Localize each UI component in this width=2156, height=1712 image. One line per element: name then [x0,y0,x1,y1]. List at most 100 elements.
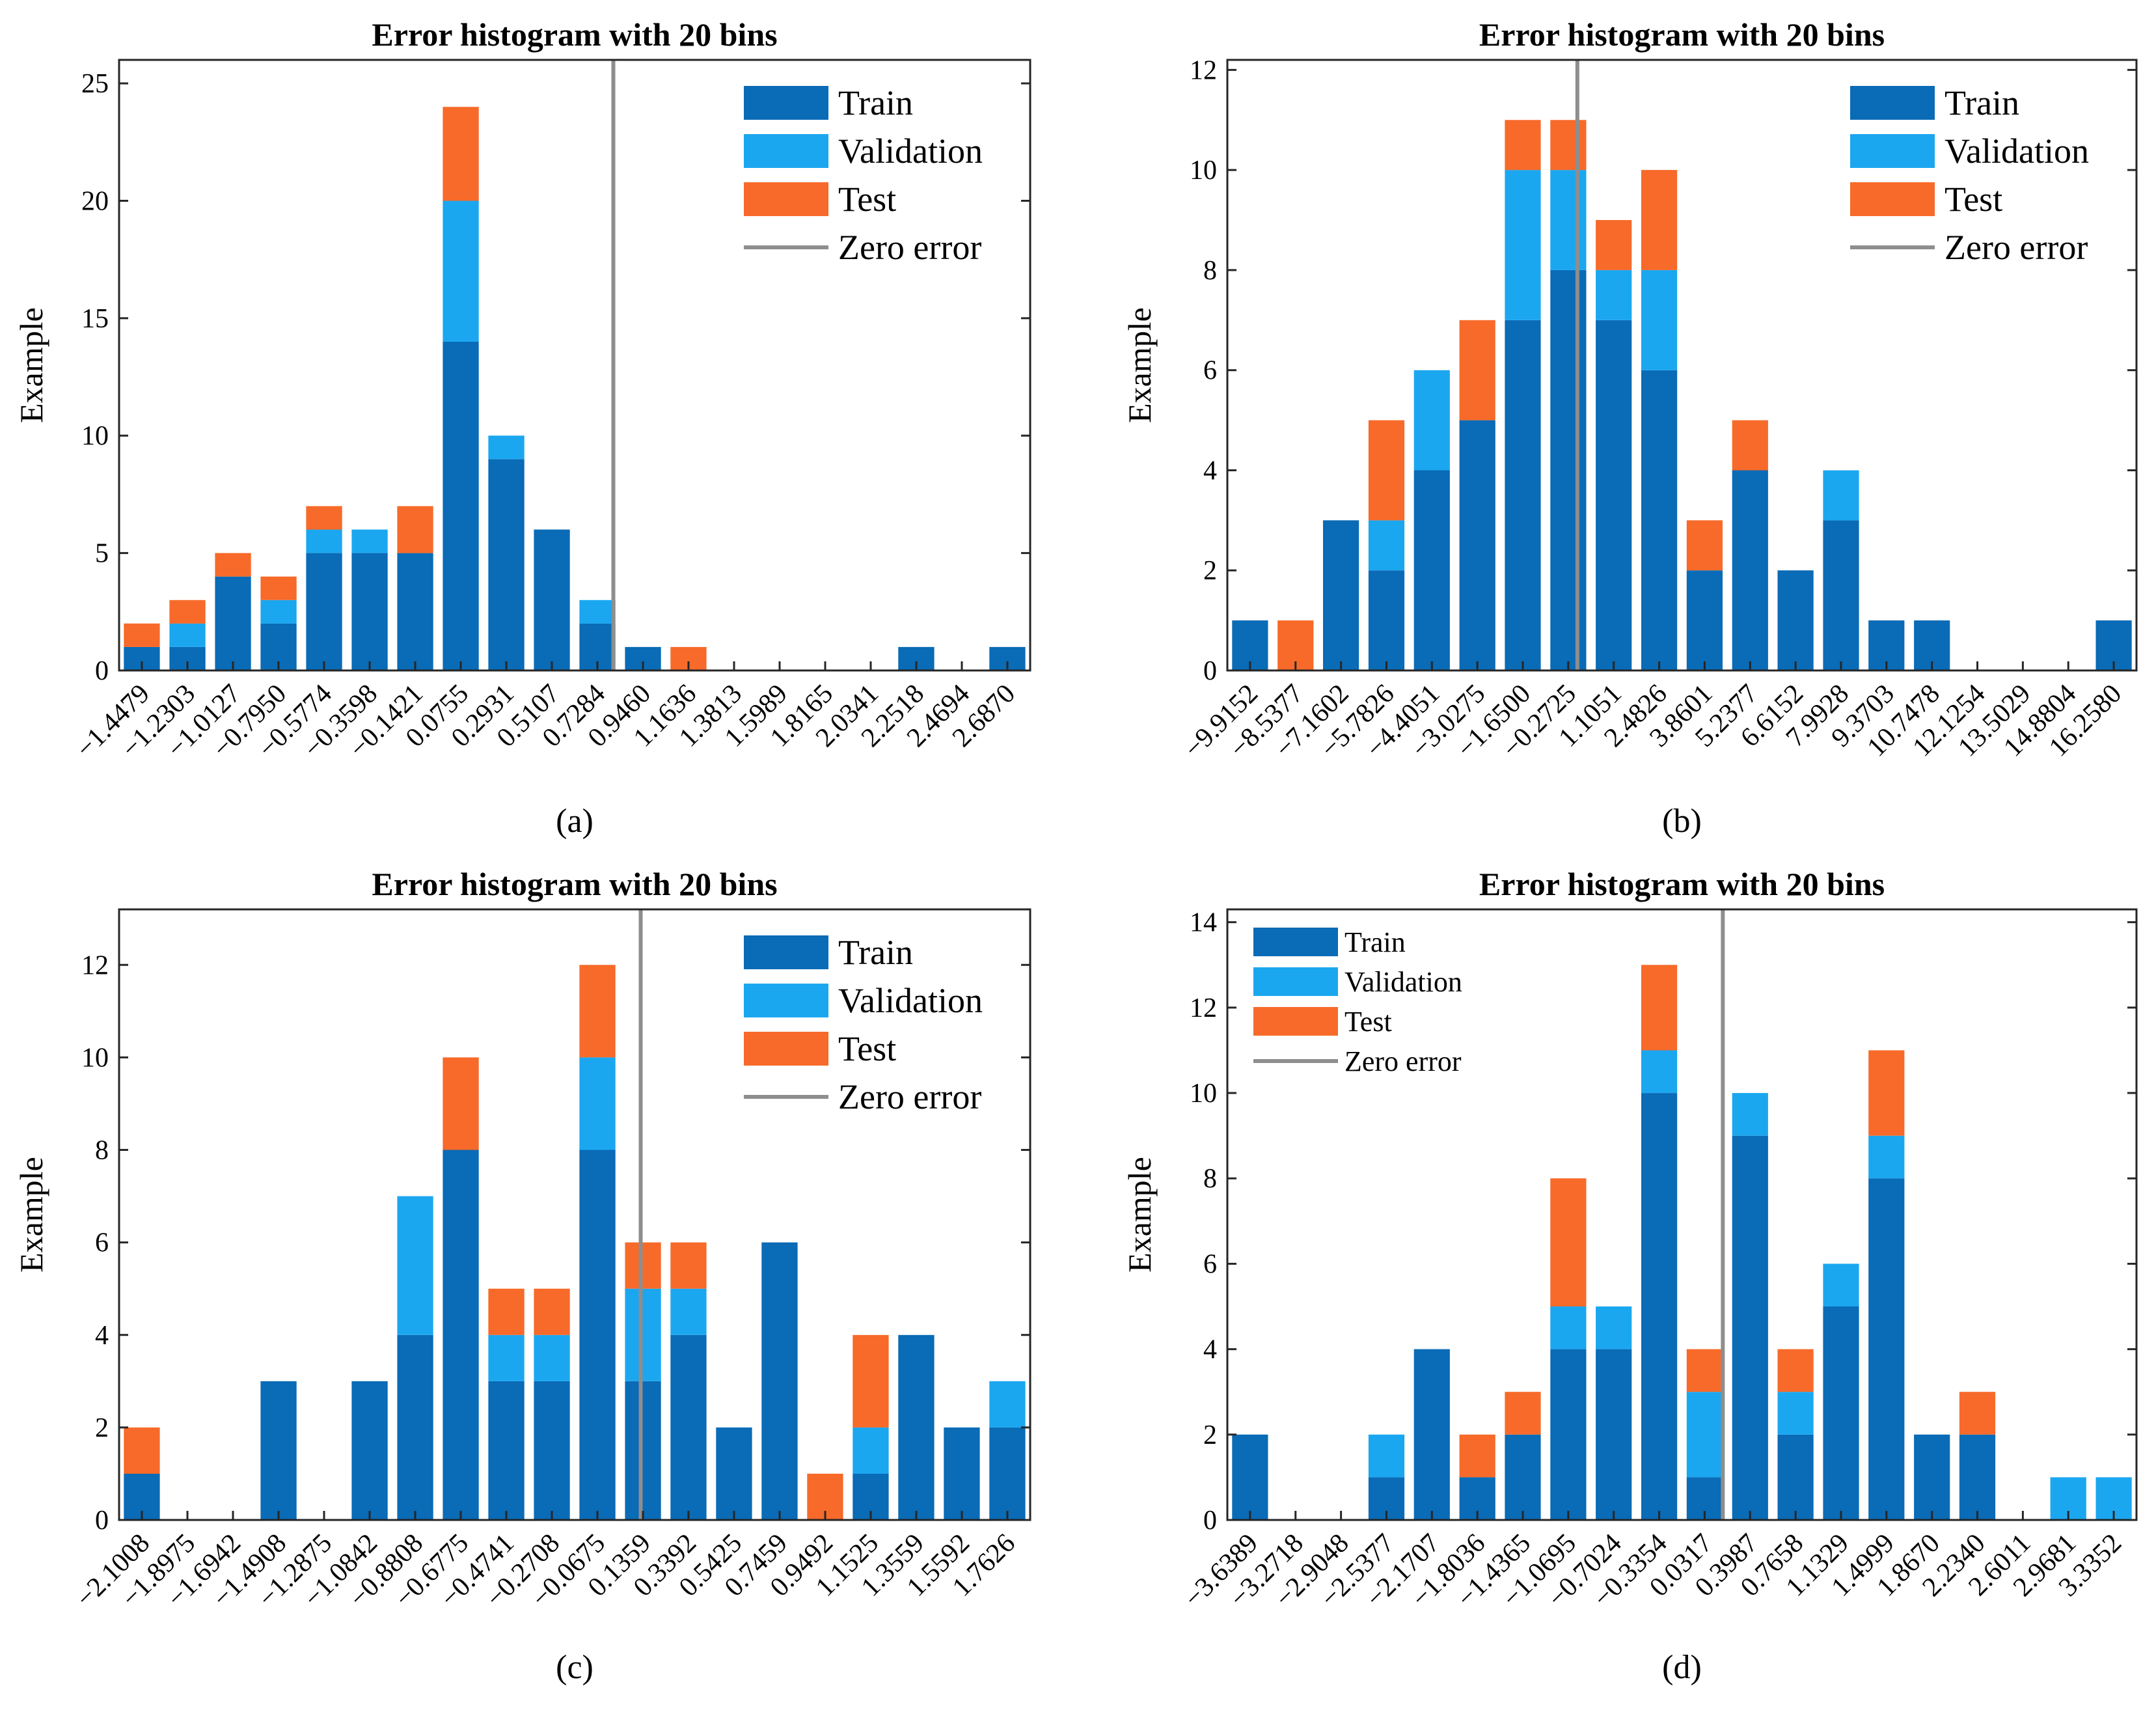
plot-frame [118,59,1031,672]
bar-validation-8 [1550,1306,1587,1349]
panel-label: (b) [1662,803,1702,840]
legend-label: Validation [1944,131,2089,171]
bar-train-12 [1732,470,1768,670]
legend-swatch-validation [744,984,828,1017]
bar-test-4 [1368,420,1405,521]
bar-test-17 [1959,1392,1996,1435]
chart-title: Error histogram with 20 bins [1479,866,1885,902]
bar-validation-12 [625,1288,661,1381]
y-tick-label: 14 [1190,908,1217,938]
bar-train-15 [1868,1178,1905,1520]
bar-train-18 [898,1334,935,1520]
legend-swatch-validation [1253,967,1338,996]
bar-validation-7 [1505,170,1541,320]
bar-validation-12 [1732,1093,1768,1136]
legend-swatch-train [1850,86,1935,120]
bar-train-6 [1459,420,1495,670]
legend-label: Train [1944,83,2019,122]
bar-test-11 [1686,1349,1723,1392]
bars [1232,120,2132,670]
plot-frame [1226,59,2138,672]
y-axis-label: Example [1121,307,1158,423]
bar-test-10 [1641,965,1678,1051]
plot-frame [118,908,1031,1521]
legend-label: Zero error [838,228,981,267]
bar-validation-9 [488,1334,525,1381]
bar-train-4 [260,1381,297,1520]
bar-train-7 [397,553,433,670]
bar-train-16 [1914,1434,1950,1520]
bar-test-8 [443,1057,479,1150]
bar-test-13 [670,1242,707,1289]
legend-swatch-test [1253,1007,1338,1036]
bar-validation-10 [1641,269,1678,370]
bar-train-14 [716,1427,752,1520]
bar-train-8 [443,1150,479,1520]
bar-test-1 [124,1427,160,1474]
legend-swatch-test [744,182,828,216]
bar-train-11 [579,1150,616,1520]
bar-test-8 [1550,120,1587,171]
legend-label: Validation [1344,966,1462,998]
bar-test-6 [1459,320,1495,421]
bar-test-7 [1505,1392,1541,1435]
bar-train-5 [1413,470,1450,670]
legend: Train Validation Test Zero error [744,933,983,1116]
bar-test-15 [1868,1050,1905,1136]
legend-label: Test [1344,1006,1392,1038]
legend-label: Test [838,180,896,219]
bar-train-7 [1505,1434,1541,1520]
bar-test-13 [1777,1349,1814,1392]
bar-test-11 [1686,520,1723,571]
y-axis-label: Example [13,307,49,423]
bar-train-1 [1232,1434,1268,1520]
bar-train-8 [1550,1349,1587,1520]
y-tick-label: 12 [81,950,109,980]
y-tick-label: 4 [1203,1335,1217,1365]
bar-train-12 [1732,1135,1768,1520]
y-tick-label: 8 [1203,1164,1217,1194]
y-tick-label: 2 [95,1413,109,1443]
y-tick-label: 0 [95,1506,109,1536]
bar-validation-9 [1596,269,1632,320]
panel-label: (c) [556,1649,594,1686]
legend-label: Zero error [838,1077,981,1116]
bar-train-5 [306,553,342,670]
bar-validation-8 [1550,170,1587,270]
y-tick-label: 6 [1203,1249,1217,1279]
y-tick-label: 0 [1203,1506,1217,1536]
y-tick-label: 2 [1203,1420,1217,1450]
chart-title: Error histogram with 20 bins [372,16,777,53]
legend-label: Train [1344,926,1406,958]
legend-label: Test [1944,180,2002,219]
bar-test-11 [579,965,616,1058]
y-tick-label: 4 [1203,456,1217,486]
y-tick-label: 20 [81,186,109,216]
bar-validation-10 [534,1334,570,1381]
y-tick-label: 15 [81,304,109,334]
legend: Train Validation Test Zero error [1850,83,2089,267]
bar-validation-20 [989,1381,1026,1428]
bar-train-14 [1823,1306,1859,1520]
bar-validation-5 [306,529,342,553]
bar-validation-13 [670,1288,707,1335]
bar-validation-11 [1686,1392,1723,1478]
bar-train-6 [351,553,388,670]
bar-train-9 [1596,320,1632,670]
bar-train-13 [1777,570,1814,670]
bar-validation-17 [853,1427,889,1474]
bars [124,107,1026,670]
legend-swatch-validation [744,134,828,168]
legend-swatch-validation [1850,134,1935,168]
y-tick-label: 12 [1190,993,1217,1023]
legend-label: Zero error [1944,228,2088,267]
bar-validation-14 [1823,1263,1859,1306]
bar-validation-14 [1823,470,1859,521]
bar-test-12 [625,1242,661,1289]
legend-label: Test [838,1029,896,1068]
bar-test-7 [397,506,433,553]
bar-test-17 [853,1334,889,1428]
bar-train-8 [443,341,479,670]
bar-test-2 [169,600,206,624]
y-tick-label: 10 [1190,1079,1217,1109]
